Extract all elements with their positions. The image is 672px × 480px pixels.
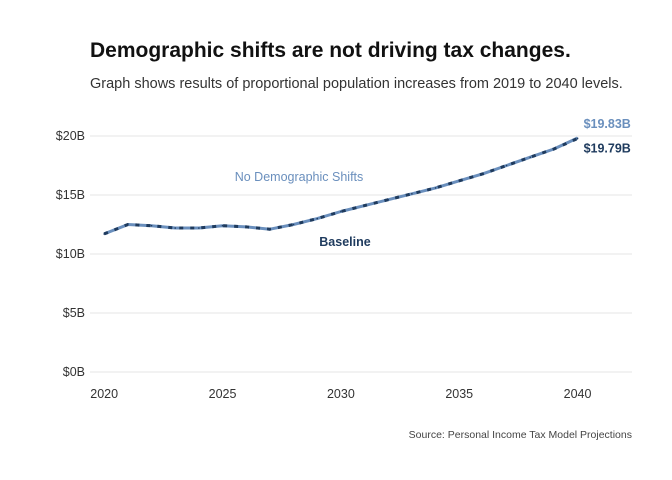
series-end-label: $19.83B: [584, 117, 631, 131]
series-line: [103, 136, 579, 236]
data-point: [458, 180, 461, 182]
series-labels: $19.83B $19.79B No Demographic Shifts Basel…: [235, 117, 631, 249]
y-tick-label: $15B: [56, 188, 85, 202]
data-point: [505, 164, 508, 167]
data-point: [387, 198, 390, 201]
y-tick-label: $10B: [56, 247, 85, 261]
x-tick-label: 2040: [564, 387, 592, 401]
series-lines: [103, 136, 579, 236]
data-point: [576, 137, 579, 140]
x-axis-ticks: 2020 2025 2030 2035 2040: [90, 387, 591, 401]
data-point: [221, 224, 224, 227]
series-label-no-demographic-shifts: No Demographic Shifts: [235, 170, 364, 184]
y-tick-label: $0B: [63, 365, 85, 379]
chart-title: Demographic shifts are not driving tax c…: [90, 39, 571, 62]
data-point: [150, 224, 153, 227]
data-point: [434, 187, 437, 189]
x-tick-label: 2020: [90, 387, 118, 401]
data-point: [363, 204, 366, 207]
data-point: [553, 148, 555, 150]
x-tick-label: 2030: [327, 387, 355, 401]
gridlines: [90, 135, 632, 373]
x-tick-label: 2025: [209, 387, 237, 401]
data-point: [174, 227, 177, 229]
data-point: [340, 210, 342, 213]
series-end-label: $19.79B: [584, 141, 631, 155]
data-point: [245, 226, 248, 228]
source-note: Source: Personal Income Tax Model Projec…: [409, 429, 632, 441]
x-tick-label: 2035: [445, 387, 473, 401]
y-tick-label: $5B: [63, 306, 85, 320]
data-point: [411, 193, 413, 195]
series-line: [103, 137, 579, 236]
chart-subtitle: Graph shows results of proportional popu…: [90, 76, 623, 92]
data-point: [292, 223, 295, 226]
series-label-baseline: Baseline: [319, 235, 370, 249]
y-tick-label: $20B: [56, 129, 85, 143]
data-point: [127, 223, 129, 226]
data-point: [103, 233, 106, 235]
data-point: [316, 217, 319, 220]
data-point: [529, 156, 532, 159]
data-point: [482, 172, 484, 175]
y-axis-ticks: $0B $5B $10B $15B $20B: [56, 129, 85, 379]
data-point: [198, 227, 200, 229]
data-point: [269, 228, 271, 231]
